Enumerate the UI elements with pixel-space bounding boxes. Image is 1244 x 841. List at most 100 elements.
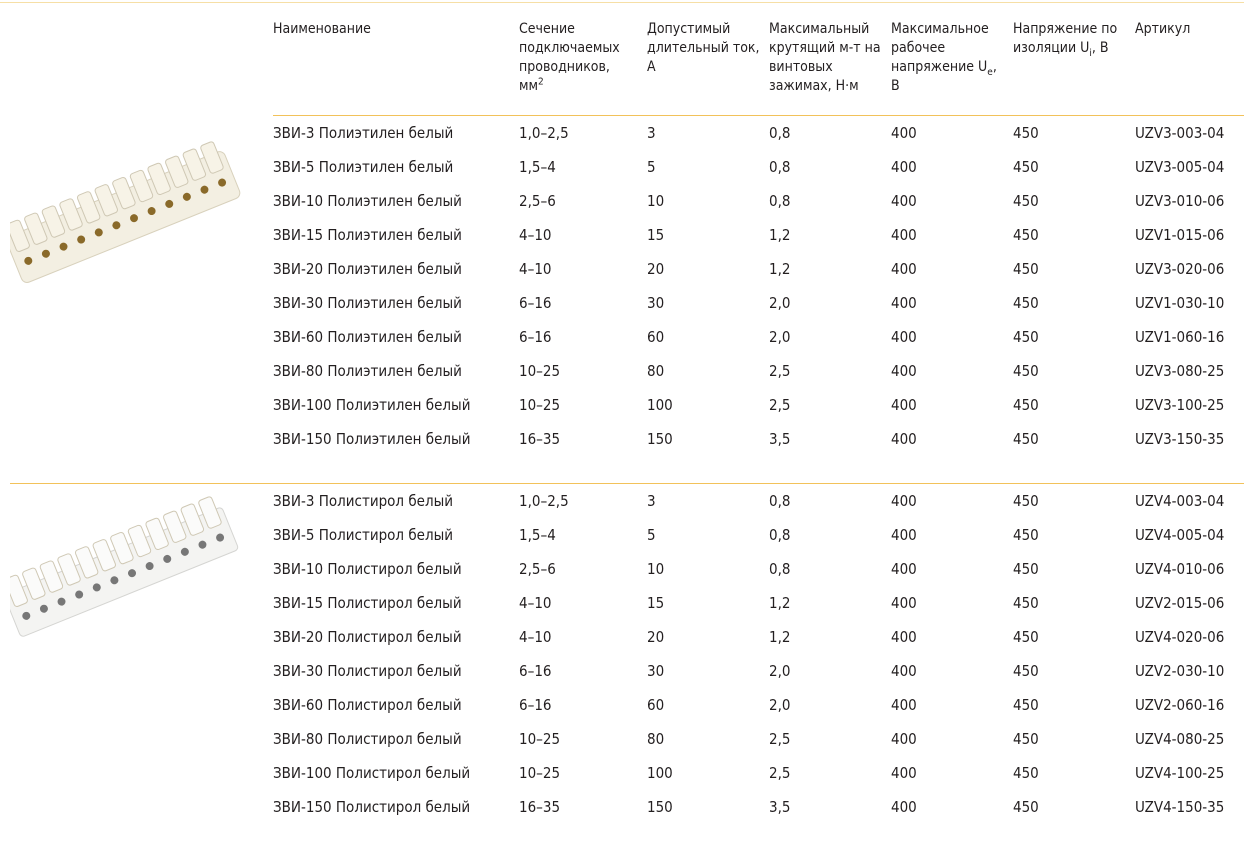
- product-name: ЗВИ-3 Полистирол белый: [273, 491, 453, 511]
- product-name: ЗВИ-5 Полистирол белый: [273, 525, 453, 545]
- table-cell: UZV4-010-06: [1135, 559, 1224, 579]
- table-cell: 1,2: [769, 627, 790, 647]
- table-cell: 450: [1013, 627, 1039, 647]
- product-name: ЗВИ-30 Полиэтилен белый: [273, 293, 462, 313]
- header-cell: Сечение подключаемых проводников, мм2: [519, 20, 637, 96]
- table-cell: UZV4-100-25: [1135, 763, 1224, 783]
- table-cell: UZV2-060-16: [1135, 695, 1224, 715]
- table-cell: 400: [891, 559, 917, 579]
- table-cell: 0,8: [769, 191, 790, 211]
- product-image-polystyrene: [10, 490, 250, 650]
- table-cell: 30: [647, 293, 664, 313]
- table-cell: 10–25: [519, 361, 560, 381]
- table-cell: 400: [891, 429, 917, 449]
- table-cell: 4–10: [519, 259, 552, 279]
- table-cell: 60: [647, 695, 664, 715]
- table-cell: 150: [647, 797, 673, 817]
- header-text: Максимальное рабочее напряжение U: [891, 21, 989, 75]
- product-name: ЗВИ-60 Полиэтилен белый: [273, 327, 462, 347]
- table-cell: UZV1-060-16: [1135, 327, 1224, 347]
- table-cell: 450: [1013, 429, 1039, 449]
- table-cell: 400: [891, 327, 917, 347]
- header-text: Наименование: [273, 21, 371, 37]
- table-cell: UZV4-003-04: [1135, 491, 1224, 511]
- table-cell: UZV3-020-06: [1135, 259, 1224, 279]
- table-cell: 80: [647, 729, 664, 749]
- table-cell: 450: [1013, 293, 1039, 313]
- table-cell: UZV3-005-04: [1135, 157, 1224, 177]
- header-text: 2: [538, 76, 544, 87]
- table-cell: 2,5–6: [519, 559, 556, 579]
- table-cell: 400: [891, 661, 917, 681]
- table-cell: 20: [647, 259, 664, 279]
- table-cell: 80: [647, 361, 664, 381]
- product-name: ЗВИ-15 Полиэтилен белый: [273, 225, 462, 245]
- table-cell: 3,5: [769, 797, 790, 817]
- table-cell: 4–10: [519, 593, 552, 613]
- table-cell: 0,8: [769, 491, 790, 511]
- product-name: ЗВИ-10 Полистирол белый: [273, 559, 462, 579]
- table-cell: UZV3-003-04: [1135, 123, 1224, 143]
- product-name: ЗВИ-20 Полиэтилен белый: [273, 259, 462, 279]
- table-cell: 2,0: [769, 661, 790, 681]
- table-cell: 10–25: [519, 395, 560, 415]
- table-cell: UZV4-080-25: [1135, 729, 1224, 749]
- table-cell: 3: [647, 123, 656, 143]
- header-cell: Артикул: [1135, 20, 1244, 39]
- table-cell: 3,5: [769, 429, 790, 449]
- table-cell: 3: [647, 491, 656, 511]
- product-name: ЗВИ-150 Полиэтилен белый: [273, 429, 470, 449]
- table-cell: 2,5: [769, 395, 790, 415]
- table-cell: UZV3-010-06: [1135, 191, 1224, 211]
- table-cell: 60: [647, 327, 664, 347]
- table-cell: 400: [891, 191, 917, 211]
- product-name: ЗВИ-15 Полистирол белый: [273, 593, 462, 613]
- product-name: ЗВИ-10 Полиэтилен белый: [273, 191, 462, 211]
- table-cell: 400: [891, 593, 917, 613]
- product-name: ЗВИ-150 Полистирол белый: [273, 797, 470, 817]
- table-cell: 400: [891, 763, 917, 783]
- table-cell: 2,5–6: [519, 191, 556, 211]
- table-cell: 450: [1013, 491, 1039, 511]
- table-cell: 400: [891, 729, 917, 749]
- table-cell: 150: [647, 429, 673, 449]
- table-cell: 6–16: [519, 293, 552, 313]
- product-name: ЗВИ-20 Полистирол белый: [273, 627, 462, 647]
- header-cell: Максимальное рабочее напряжение Ue, В: [891, 20, 1009, 96]
- top-rule: [0, 2, 1244, 3]
- page: Наименование Сечение подключаемых проводн…: [0, 0, 1244, 841]
- table-cell: 0,8: [769, 559, 790, 579]
- table-cell: 450: [1013, 395, 1039, 415]
- table-cell: 450: [1013, 361, 1039, 381]
- table-cell: 10: [647, 559, 664, 579]
- table-cell: 0,8: [769, 123, 790, 143]
- table-cell: UZV4-020-06: [1135, 627, 1224, 647]
- table-cell: 10–25: [519, 729, 560, 749]
- table-cell: 16–35: [519, 797, 560, 817]
- table-cell: 450: [1013, 593, 1039, 613]
- table-cell: UZV3-080-25: [1135, 361, 1224, 381]
- table-cell: 450: [1013, 559, 1039, 579]
- table-cell: 400: [891, 491, 917, 511]
- table-cell: 450: [1013, 797, 1039, 817]
- header-text: Допустимый длительный ток, А: [647, 21, 760, 75]
- table-cell: 1,2: [769, 225, 790, 245]
- table-cell: 1,0–2,5: [519, 123, 569, 143]
- table-cell: 400: [891, 797, 917, 817]
- table-cell: 400: [891, 259, 917, 279]
- table-cell: 100: [647, 763, 673, 783]
- product-name: ЗВИ-30 Полистирол белый: [273, 661, 462, 681]
- table-cell: 6–16: [519, 661, 552, 681]
- table-cell: 2,5: [769, 729, 790, 749]
- table-cell: 450: [1013, 763, 1039, 783]
- table-cell: 10: [647, 191, 664, 211]
- table-cell: 5: [647, 157, 656, 177]
- product-name: ЗВИ-60 Полистирол белый: [273, 695, 462, 715]
- table-cell: 15: [647, 225, 664, 245]
- table-cell: 0,8: [769, 525, 790, 545]
- table-cell: 450: [1013, 525, 1039, 545]
- table-cell: 2,0: [769, 695, 790, 715]
- header-cell: Допустимый длительный ток, А: [647, 20, 765, 77]
- product-name: ЗВИ-100 Полистирол белый: [273, 763, 470, 783]
- table-cell: 10–25: [519, 763, 560, 783]
